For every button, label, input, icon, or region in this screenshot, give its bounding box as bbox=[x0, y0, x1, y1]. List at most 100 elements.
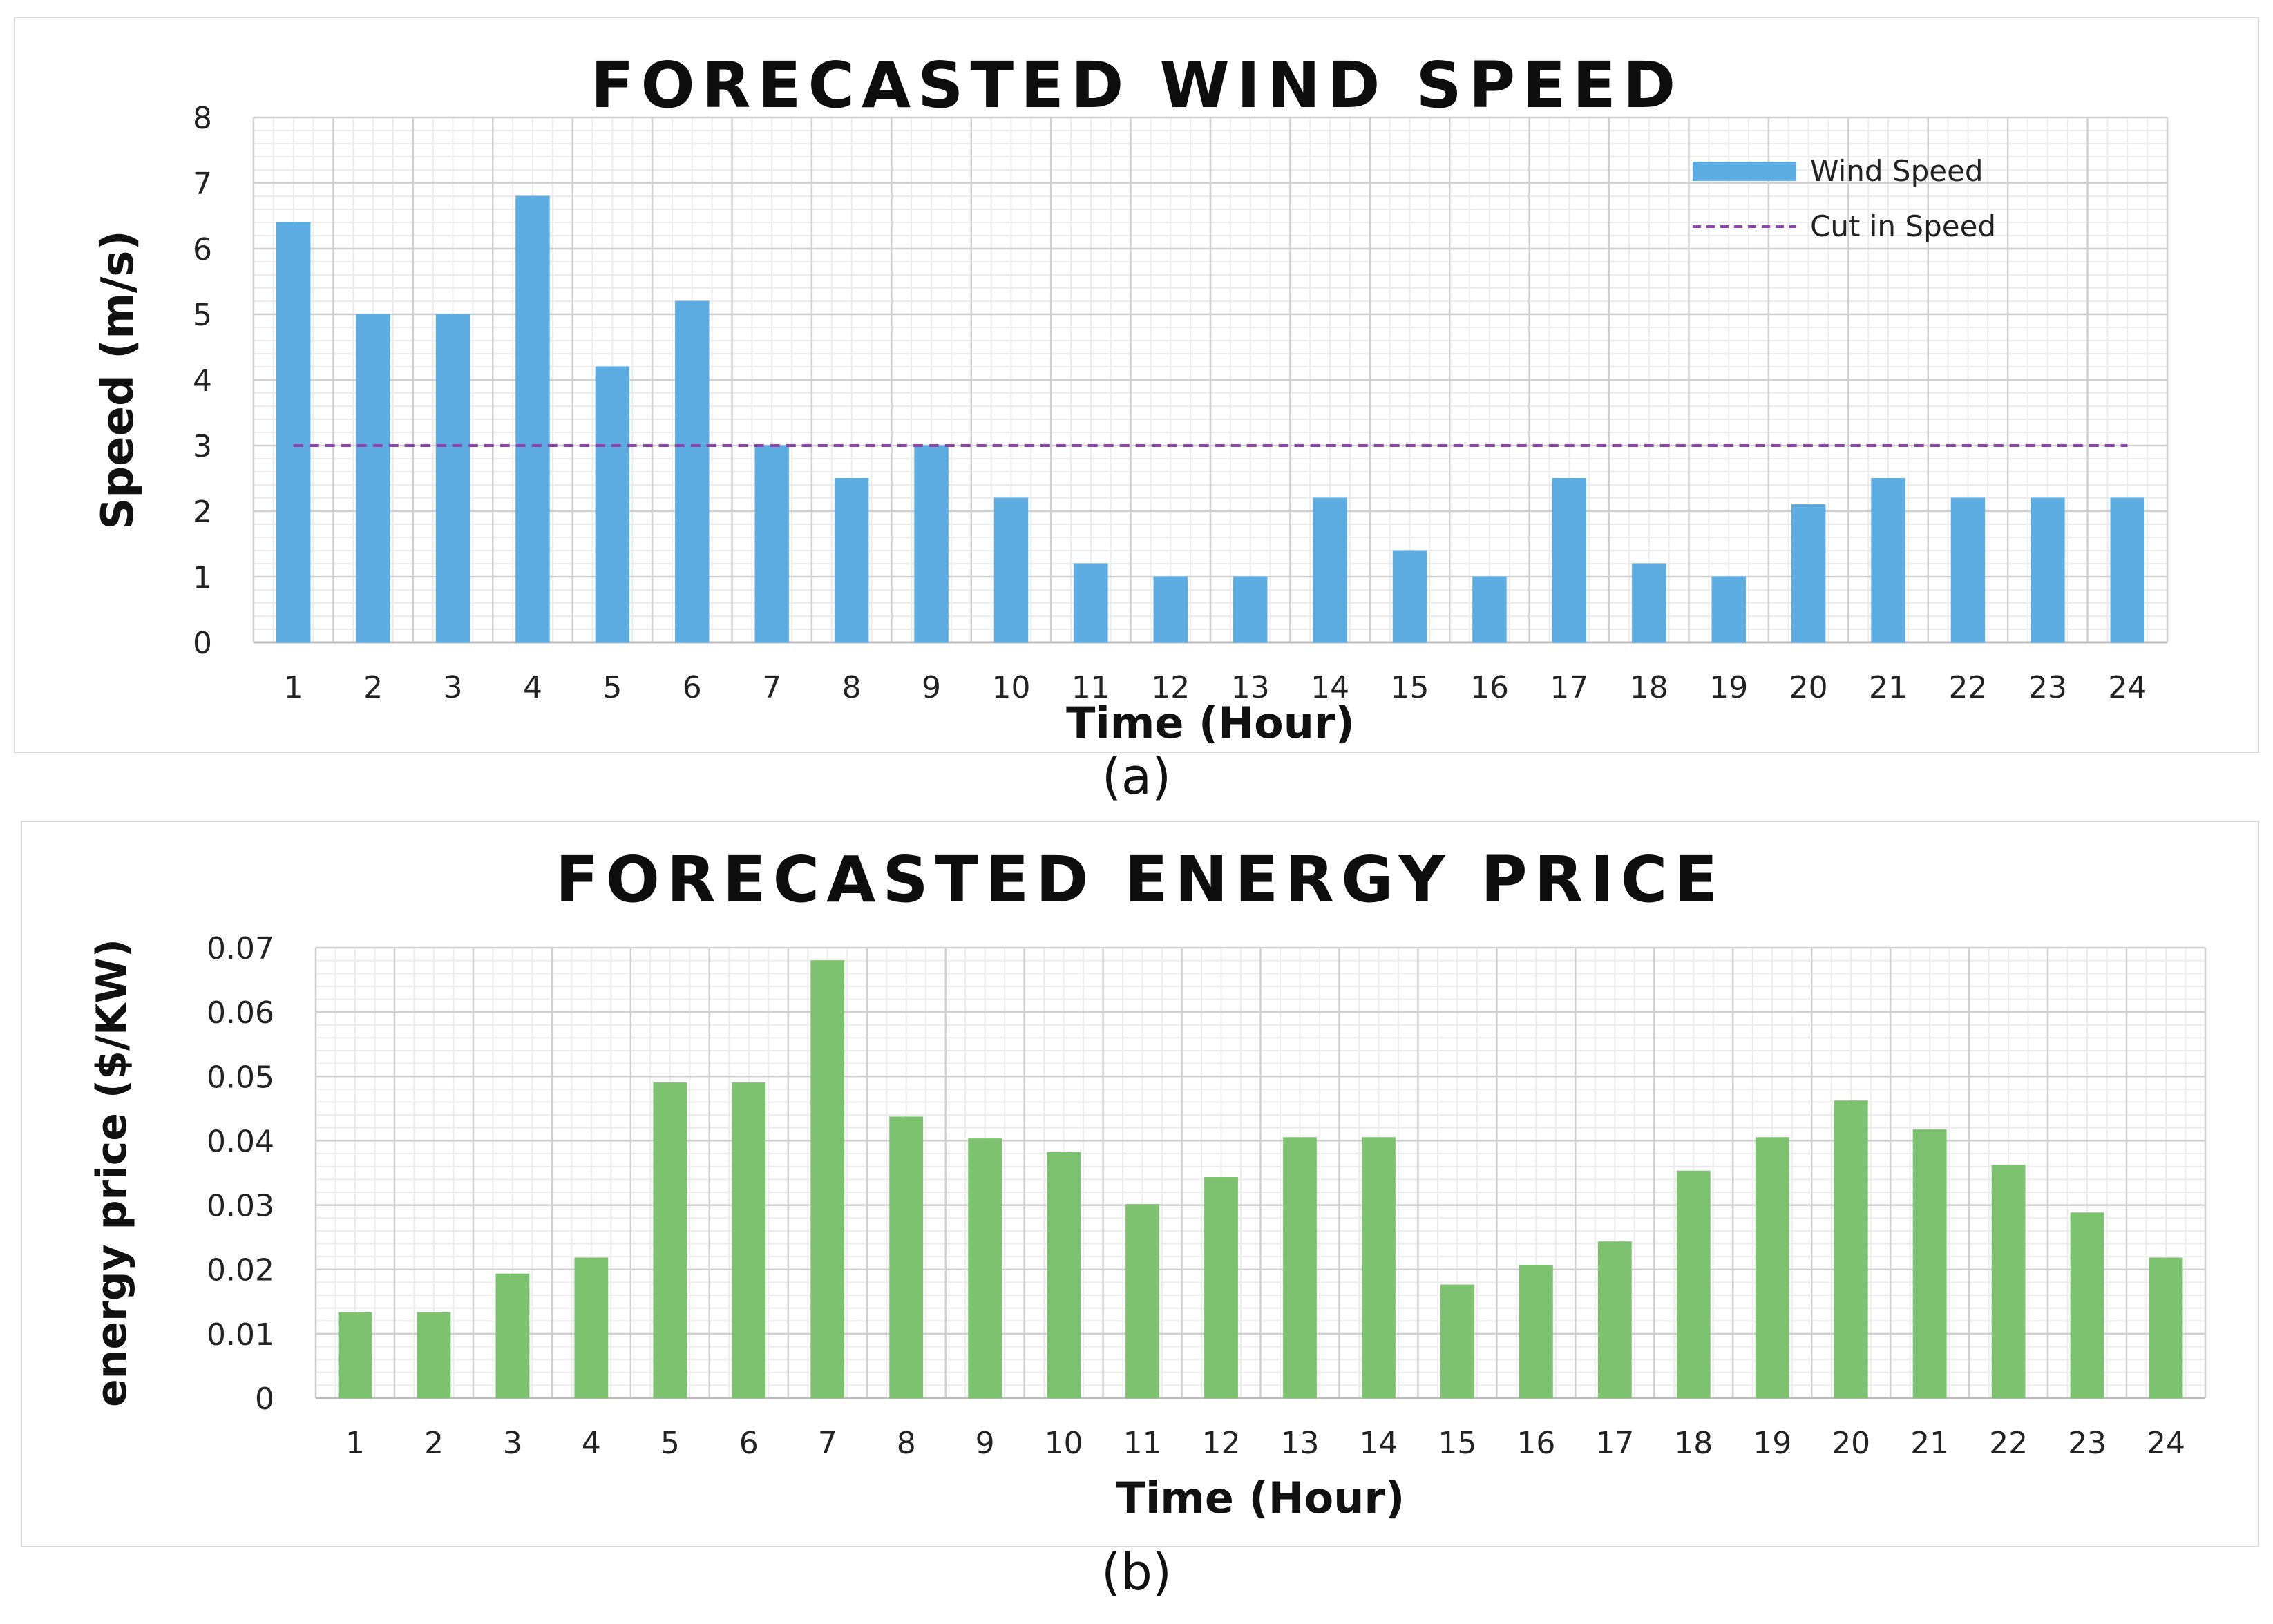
wind-x-tick-label: 20 bbox=[1789, 670, 1828, 705]
wind-bar bbox=[914, 445, 949, 643]
price-x-tick-label: 5 bbox=[660, 1426, 680, 1461]
price-bar bbox=[1912, 1129, 1947, 1399]
wind-x-tick-label: 15 bbox=[1391, 670, 1429, 705]
wind-legend-bar-swatch bbox=[1693, 162, 1796, 181]
wind-x-tick-label: 23 bbox=[2028, 670, 2067, 705]
price-bar bbox=[1125, 1204, 1159, 1399]
wind-bar bbox=[356, 314, 390, 643]
wind-x-tick-label: 14 bbox=[1311, 670, 1349, 705]
wind-bar bbox=[1392, 550, 1427, 643]
price-bar bbox=[495, 1273, 530, 1399]
wind-x-tick-label: 19 bbox=[1709, 670, 1748, 705]
wind-bar bbox=[754, 445, 789, 643]
price-x-axis-title: Time (Hour) bbox=[1116, 1473, 1405, 1523]
price-x-tick-label: 11 bbox=[1123, 1426, 1162, 1461]
wind-bar bbox=[435, 314, 470, 643]
price-bar bbox=[968, 1138, 1002, 1399]
wind-x-tick-label: 16 bbox=[1470, 670, 1509, 705]
wind-x-tick-label: 6 bbox=[683, 670, 702, 705]
wind-y-tick-label: 1 bbox=[193, 560, 212, 595]
wind-y-tick-label: 4 bbox=[193, 363, 212, 399]
wind-x-tick-label: 3 bbox=[444, 670, 463, 705]
wind-bar bbox=[1552, 478, 1587, 643]
wind-x-tick-label: 8 bbox=[842, 670, 862, 705]
price-y-tick-label: 0.04 bbox=[207, 1124, 274, 1159]
price-bar bbox=[810, 960, 845, 1399]
wind-bar bbox=[2110, 497, 2145, 643]
wind-bar bbox=[834, 478, 869, 643]
wind-y-tick-label: 6 bbox=[193, 232, 212, 267]
price-bar bbox=[2070, 1212, 2104, 1399]
wind-bar bbox=[993, 497, 1029, 643]
wind-chart-title: FORECASTED WIND SPEED bbox=[590, 48, 1683, 122]
wind-x-tick-label: 2 bbox=[363, 670, 383, 705]
wind-bar bbox=[1871, 478, 1905, 643]
energy-price-chart-panel: FORECASTED ENERGY PRICE 0 0.01 0.02 0.03 0.0… bbox=[21, 821, 2259, 1547]
wind-y-tick-label: 8 bbox=[193, 101, 212, 136]
price-bar bbox=[1676, 1170, 1711, 1399]
price-y-tick-label: 0.03 bbox=[207, 1189, 274, 1224]
wind-x-tick-label: 18 bbox=[1630, 670, 1668, 705]
price-x-tick-label: 10 bbox=[1045, 1426, 1083, 1461]
price-bar bbox=[1283, 1137, 1317, 1399]
price-y-tick-label: 0.01 bbox=[207, 1317, 274, 1353]
price-x-tick-label: 12 bbox=[1202, 1426, 1241, 1461]
price-x-tick-label: 1 bbox=[345, 1426, 365, 1461]
wind-x-tick-label: 22 bbox=[1948, 670, 1987, 705]
wind-bar bbox=[1074, 563, 1108, 643]
price-y-tick-label: 0.07 bbox=[207, 931, 274, 966]
price-bar bbox=[1597, 1241, 1632, 1399]
price-x-tick-label: 20 bbox=[1832, 1426, 1870, 1461]
caption-b: (b) bbox=[1101, 1543, 1172, 1601]
wind-x-tick-label: 12 bbox=[1151, 670, 1190, 705]
wind-x-tick-label: 11 bbox=[1072, 670, 1110, 705]
wind-bar bbox=[1153, 576, 1188, 643]
price-x-tick-label: 4 bbox=[582, 1426, 601, 1461]
price-bar bbox=[1755, 1137, 1789, 1399]
wind-x-tick-label: 24 bbox=[2108, 670, 2147, 705]
wind-bar bbox=[675, 300, 710, 643]
price-x-tick-label: 19 bbox=[1753, 1426, 1791, 1461]
price-bar bbox=[653, 1082, 687, 1399]
price-bar bbox=[338, 1312, 372, 1399]
wind-bar bbox=[595, 366, 630, 643]
price-bar bbox=[417, 1312, 451, 1399]
wind-y-tick-label: 3 bbox=[193, 429, 212, 464]
price-x-tick-label: 24 bbox=[2147, 1426, 2185, 1461]
wind-y-tick-label: 5 bbox=[193, 298, 212, 333]
wind-legend-label: Cut in Speed bbox=[1810, 209, 1996, 243]
price-y-tick-label: 0.02 bbox=[207, 1253, 274, 1288]
price-x-tick-label: 13 bbox=[1280, 1426, 1319, 1461]
price-x-tick-label: 18 bbox=[1674, 1426, 1713, 1461]
wind-x-tick-label: 9 bbox=[922, 670, 941, 705]
price-x-tick-label: 7 bbox=[818, 1426, 837, 1461]
price-x-tick-label: 6 bbox=[739, 1426, 759, 1461]
wind-x-axis-title: Time (Hour) bbox=[1066, 698, 1355, 748]
wind-bar bbox=[515, 195, 550, 643]
price-x-tick-label: 23 bbox=[2068, 1426, 2106, 1461]
price-x-tick-label: 16 bbox=[1516, 1426, 1555, 1461]
wind-bar bbox=[1472, 576, 1507, 643]
wind-x-tick-label: 5 bbox=[602, 670, 622, 705]
wind-y-axis-title: Speed (m/s) bbox=[93, 230, 144, 529]
price-bar bbox=[1519, 1265, 1553, 1399]
wind-bar bbox=[1711, 576, 1746, 643]
wind-bar bbox=[1233, 576, 1268, 643]
wind-bar bbox=[1313, 497, 1347, 643]
price-x-tick-label: 9 bbox=[976, 1426, 995, 1461]
price-y-tick-label: 0 bbox=[255, 1382, 274, 1417]
price-y-tick-label: 0.05 bbox=[207, 1060, 274, 1095]
wind-x-tick-label: 7 bbox=[762, 670, 781, 705]
price-x-tick-label: 22 bbox=[1989, 1426, 2028, 1461]
price-x-tick-label: 8 bbox=[897, 1426, 916, 1461]
wind-bar bbox=[1632, 563, 1666, 643]
wind-y-tick-label: 2 bbox=[193, 495, 212, 530]
price-y-axis-title: energy price ($/KW) bbox=[88, 939, 136, 1407]
price-x-tick-label: 17 bbox=[1595, 1426, 1634, 1461]
price-chart-title: FORECASTED ENERGY PRICE bbox=[555, 843, 1725, 917]
price-bar bbox=[1991, 1165, 2026, 1399]
wind-x-tick-label: 10 bbox=[991, 670, 1030, 705]
price-x-tick-label: 3 bbox=[503, 1426, 522, 1461]
